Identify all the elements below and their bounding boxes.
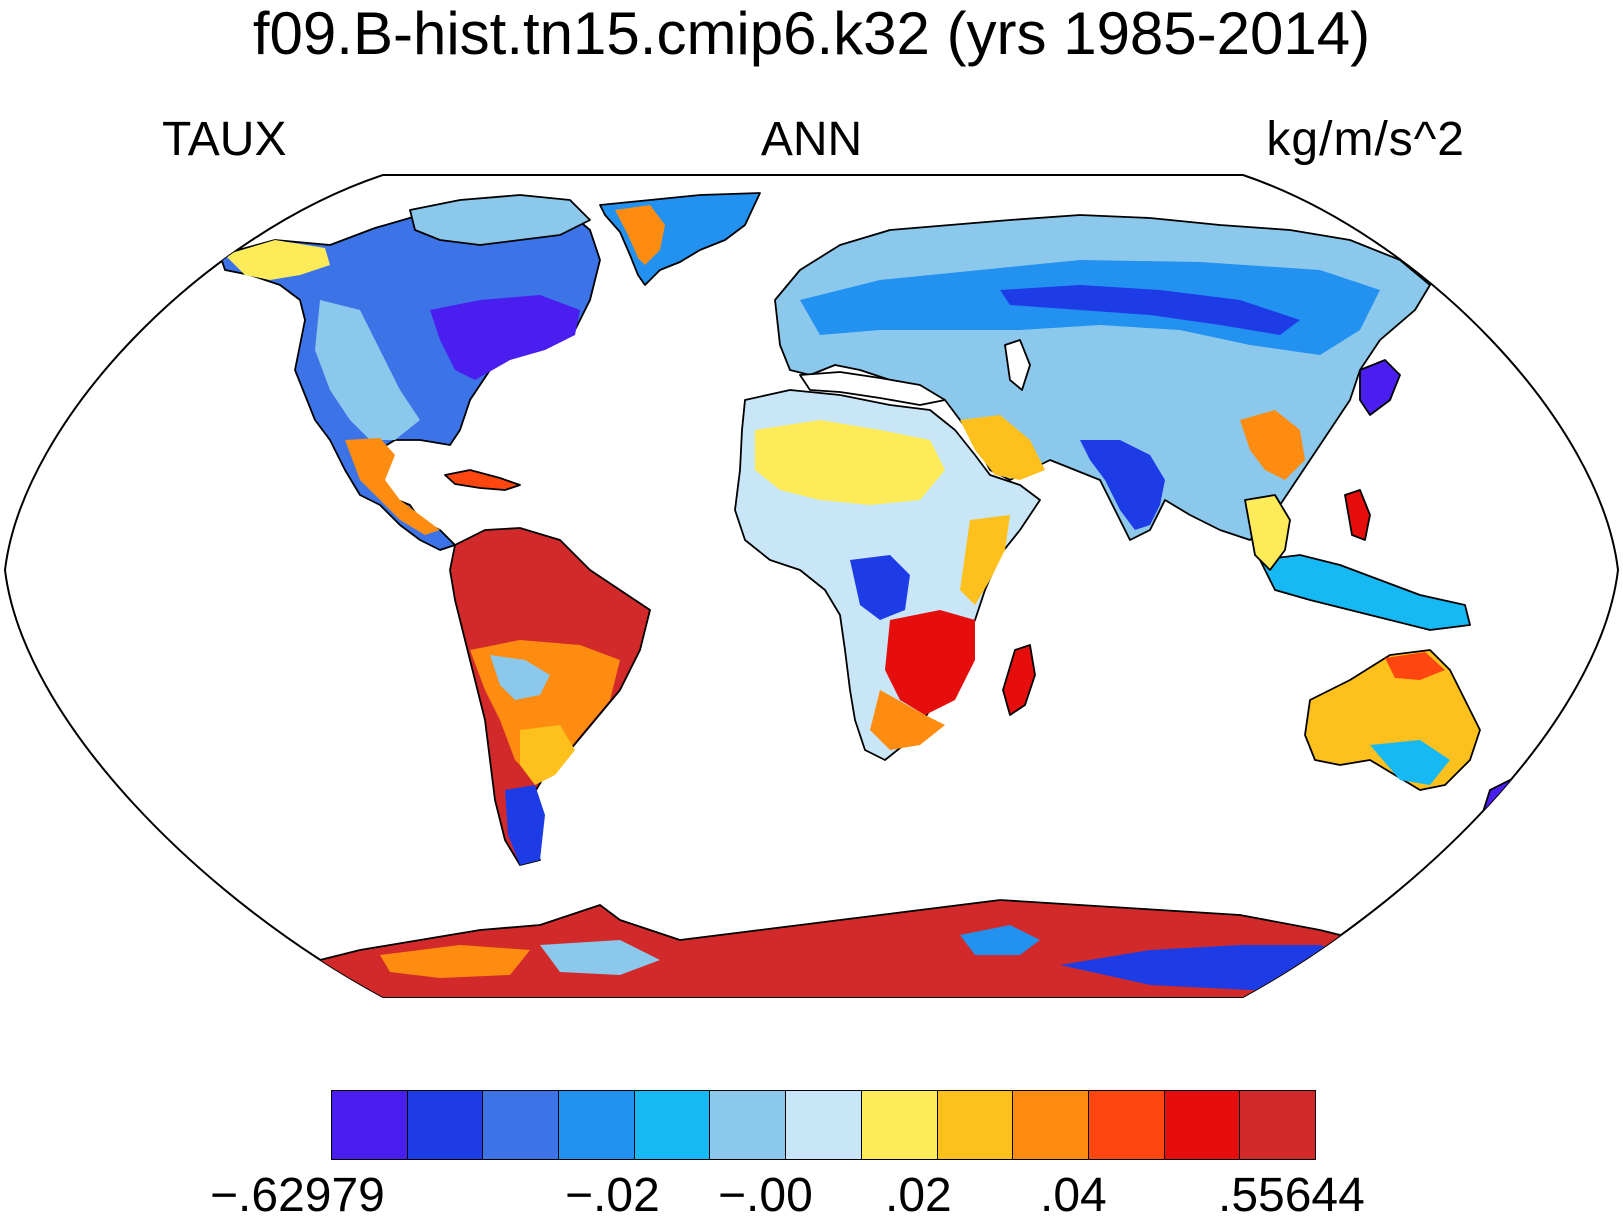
north-america-light-west (315, 300, 420, 440)
season-label: ANN (760, 113, 863, 166)
colorbar-swatch (483, 1091, 560, 1159)
patagonia-blue (505, 785, 545, 865)
antarctica-light-band (540, 940, 660, 975)
colorbar-swatch (1164, 1091, 1241, 1159)
canada-arctic-islands (409, 194, 591, 246)
colorbar-swatch (634, 1091, 711, 1159)
philippines-red (1344, 489, 1371, 541)
colorbar-label: .02 (885, 1169, 952, 1222)
colorbar-label-max: .55644 (1218, 1169, 1365, 1222)
colorbar-label: −.00 (718, 1169, 813, 1222)
colorbar-swatch (1240, 1091, 1315, 1159)
colorbar-swatch (786, 1091, 862, 1159)
caspian-sea (1004, 339, 1031, 391)
australia-south-blue (1370, 740, 1450, 785)
colorbar-swatch (407, 1091, 484, 1159)
colorbar-swatch (861, 1091, 938, 1159)
australia-north-red (1385, 652, 1445, 680)
south-america-light-patch (490, 655, 550, 700)
southern-africa-orange (870, 690, 945, 750)
southern-africa-red (885, 610, 975, 715)
variable-label: TAUX (162, 113, 287, 166)
plot-title: f09.B-hist.tn15.cmip6.k32 (yrs 1985-2014… (252, 0, 1371, 67)
mediterranean-sea (799, 371, 946, 406)
north-america-alaska-yellow (225, 240, 330, 280)
japan-islands (1359, 359, 1401, 416)
india-region (1080, 440, 1165, 530)
south-america-yellow (520, 725, 575, 785)
maritime-continent (1259, 554, 1471, 631)
arabia-yellow (960, 415, 1045, 480)
colorbar-swatch (1088, 1091, 1165, 1159)
colorbar-swatch (937, 1091, 1014, 1159)
colorbar-swatch (710, 1091, 787, 1159)
sahara-yellow (755, 420, 945, 505)
central-africa-blue (850, 555, 910, 620)
colorbar-swatch (1013, 1091, 1089, 1159)
units-label: kg/m/s^2 (1266, 113, 1465, 166)
caribbean-islands (444, 469, 521, 491)
colorbar-label-min: −.62979 (210, 1169, 385, 1222)
colorbar-label: −.02 (565, 1169, 660, 1222)
eurasia-deep-blue-streaks (1000, 285, 1300, 335)
east-asia-warm (1240, 410, 1305, 480)
greenland-warm (615, 205, 665, 265)
antarctica-orange-band (380, 945, 530, 978)
north-america-deep-blue (430, 295, 580, 380)
colorbar-label: .04 (1040, 1169, 1107, 1222)
antarctica-blue-patch (960, 925, 1040, 955)
colorbar (331, 1090, 1316, 1160)
colorbar-swatch (332, 1091, 408, 1159)
madagascar (1002, 644, 1036, 716)
mexico-warm (345, 438, 440, 535)
indochina (1244, 494, 1291, 571)
east-africa-orange (960, 515, 1010, 605)
colorbar-swatch (559, 1091, 635, 1159)
